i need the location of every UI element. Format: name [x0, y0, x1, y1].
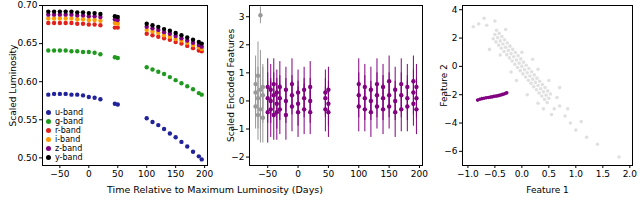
svg-text:4: 4 — [452, 5, 458, 15]
svg-text:3: 3 — [239, 12, 245, 22]
svg-text:0.60: 0.60 — [17, 77, 37, 87]
html-text:z-band: z-band — [55, 144, 83, 153]
svg-text:0: 0 — [86, 169, 92, 179]
svg-text:Feature 1: Feature 1 — [526, 185, 569, 195]
html-text:g-band: g-band — [55, 117, 84, 126]
svg-text:−1.0: −1.0 — [457, 169, 479, 179]
svg-text:100: 100 — [138, 169, 155, 179]
svg-text:0.65: 0.65 — [17, 38, 37, 48]
html-text:y-band: y-band — [55, 153, 83, 162]
svg-text:−50: −50 — [50, 169, 69, 179]
svg-text:1: 1 — [239, 68, 245, 78]
svg-text:200: 200 — [411, 169, 428, 179]
svg-text:2: 2 — [452, 33, 458, 43]
svg-text:0.55: 0.55 — [17, 115, 37, 125]
svg-text:150: 150 — [381, 169, 398, 179]
html-text:u-band: u-band — [55, 108, 84, 117]
svg-text:50: 50 — [112, 169, 124, 179]
svg-text:−6: −6 — [444, 146, 458, 156]
html-text:Time Relative to Maximum Lumin: Time Relative to Maximum Luminosity (Day… — [107, 184, 323, 195]
svg-text:150: 150 — [167, 169, 184, 179]
svg-text:−2: −2 — [231, 152, 244, 162]
svg-text:1.0: 1.0 — [569, 169, 584, 179]
svg-text:−50: −50 — [258, 169, 277, 179]
svg-text:50: 50 — [323, 169, 335, 179]
svg-text:1.5: 1.5 — [596, 169, 610, 179]
svg-text:0: 0 — [452, 61, 458, 71]
svg-text:0: 0 — [295, 169, 301, 179]
html-text:i-band: i-band — [55, 135, 81, 144]
svg-text:−4: −4 — [444, 118, 458, 128]
svg-text:−0.5: −0.5 — [484, 169, 506, 179]
svg-text:0.0: 0.0 — [515, 169, 530, 179]
svg-text:0: 0 — [239, 96, 245, 106]
svg-text:Feature 2: Feature 2 — [439, 64, 449, 107]
svg-text:0.5: 0.5 — [542, 169, 556, 179]
svg-text:2.0: 2.0 — [623, 169, 638, 179]
svg-text:−2: −2 — [444, 89, 458, 100]
svg-text:0.50: 0.50 — [17, 153, 37, 163]
svg-text:100: 100 — [350, 169, 367, 179]
svg-text:Scaled Encoded Features: Scaled Encoded Features — [226, 29, 236, 142]
svg-text:0.70: 0.70 — [17, 0, 37, 10]
svg-text:Scaled Luminosity: Scaled Luminosity — [8, 44, 18, 127]
svg-text:200: 200 — [196, 169, 213, 179]
html-text:r-band: r-band — [55, 126, 81, 135]
svg-text:2: 2 — [239, 40, 245, 50]
svg-text:−1: −1 — [231, 123, 245, 134]
